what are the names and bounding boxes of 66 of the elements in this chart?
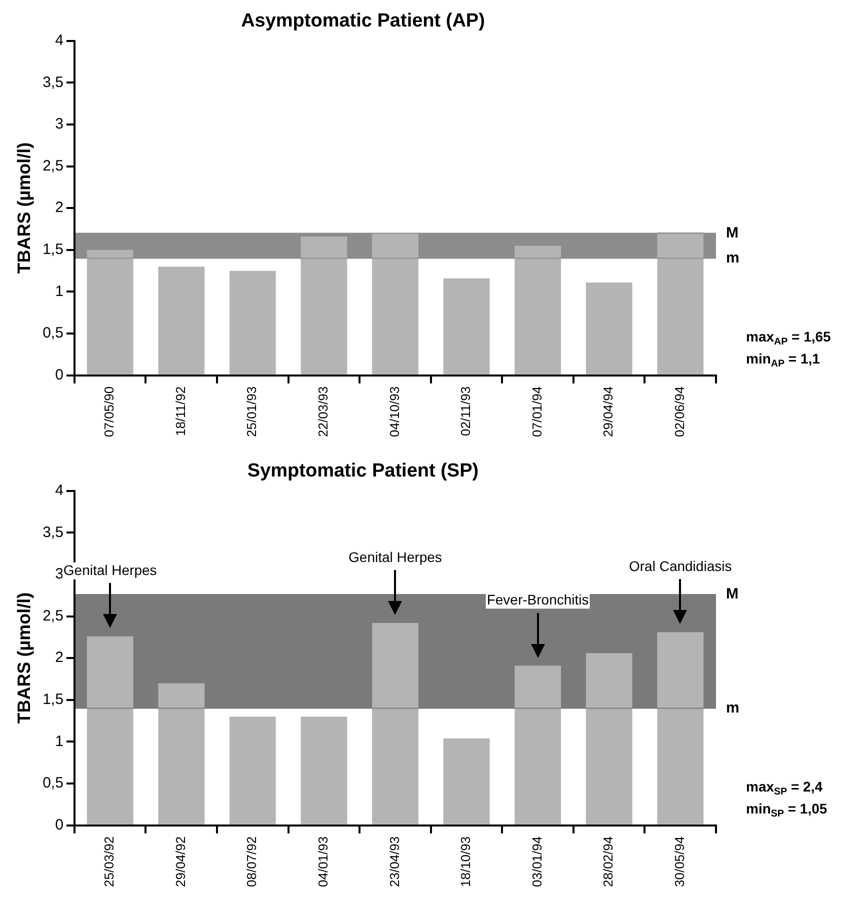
x-tick-label: 29/04/94 — [600, 386, 616, 438]
x-tick-label: 18/10/93 — [458, 836, 474, 888]
x-tick-label: 02/06/94 — [672, 386, 687, 438]
y-axis-title: TBARS (µmol/l) — [14, 142, 34, 274]
y-tick-label: 1,5 — [42, 241, 64, 258]
y-tick-label: 2 — [55, 199, 64, 216]
y-axis-title: TBARS (µmol/l) — [14, 592, 34, 724]
bar — [514, 246, 561, 374]
x-tick-label: 18/11/92 — [172, 386, 188, 436]
bar — [300, 716, 348, 824]
x-tick-label: 04/01/93 — [316, 836, 331, 888]
bar — [514, 666, 561, 824]
y-tick-label: 4 — [55, 32, 64, 49]
bar — [372, 233, 418, 374]
annotation: Fever-Bronchitis — [486, 591, 589, 608]
y-tick-label: 2,5 — [42, 607, 64, 624]
bar — [443, 278, 490, 374]
y-tick-label: 0,5 — [42, 774, 64, 792]
x-tick-label: 07/05/90 — [102, 386, 117, 438]
bar — [229, 270, 276, 374]
bar — [443, 738, 490, 824]
bar — [657, 232, 704, 374]
bar — [158, 683, 205, 824]
y-tick-label: 2,5 — [42, 157, 64, 174]
x-tick-label: 25/03/92 — [102, 836, 117, 888]
chart-title: Symptomatic Patient (SP) — [247, 460, 479, 482]
y-tick-label: 3 — [55, 566, 64, 583]
x-tick-label: 23/04/93 — [386, 836, 402, 888]
y-tick-label: 2 — [55, 649, 64, 666]
y-tick-label: 3,5 — [42, 524, 64, 541]
ref-line-label: m — [726, 249, 740, 266]
y-tick-label: 0 — [55, 366, 64, 384]
bar — [586, 653, 632, 824]
y-tick-label: 0,5 — [42, 324, 64, 342]
annotation: Genital Herpes — [348, 548, 442, 565]
bar — [372, 622, 418, 824]
x-tick-label: 02/11/93 — [458, 386, 474, 436]
annotation: Oral Candidiasis — [629, 558, 732, 574]
bar — [229, 716, 276, 824]
ref-line-label: m — [726, 699, 740, 716]
x-tick-label: 04/10/93 — [386, 386, 402, 438]
annotation: Genital Herpes — [63, 562, 157, 578]
ref-line-label: M — [726, 224, 738, 242]
bar — [86, 250, 134, 374]
bar — [86, 636, 134, 824]
y-tick-label: 1 — [55, 732, 64, 750]
x-tick-label: 28/02/94 — [600, 836, 616, 888]
y-tick-label: 3,5 — [42, 74, 64, 91]
ref-line-label: M — [726, 586, 738, 603]
bar — [300, 236, 348, 374]
x-tick-label: 25/01/93 — [244, 386, 260, 438]
x-tick-label: 29/04/92 — [172, 836, 188, 888]
x-tick-label: 03/01/94 — [529, 836, 544, 888]
y-tick-label: 1,5 — [42, 691, 64, 708]
y-tick-label: 0 — [55, 816, 64, 834]
y-tick-label: 3 — [55, 116, 64, 133]
y-tick-label: 4 — [55, 482, 64, 499]
x-tick-label: 30/05/94 — [672, 836, 687, 888]
chart-title: Asymptomatic Patient (AP) — [241, 10, 485, 32]
bar — [586, 282, 632, 374]
x-tick-label: 08/07/92 — [244, 836, 260, 888]
x-tick-label: 22/03/93 — [316, 386, 331, 438]
bar — [158, 266, 205, 374]
x-tick-label: 07/01/94 — [529, 386, 544, 438]
y-tick-label: 1 — [55, 282, 64, 300]
bar — [657, 632, 704, 824]
